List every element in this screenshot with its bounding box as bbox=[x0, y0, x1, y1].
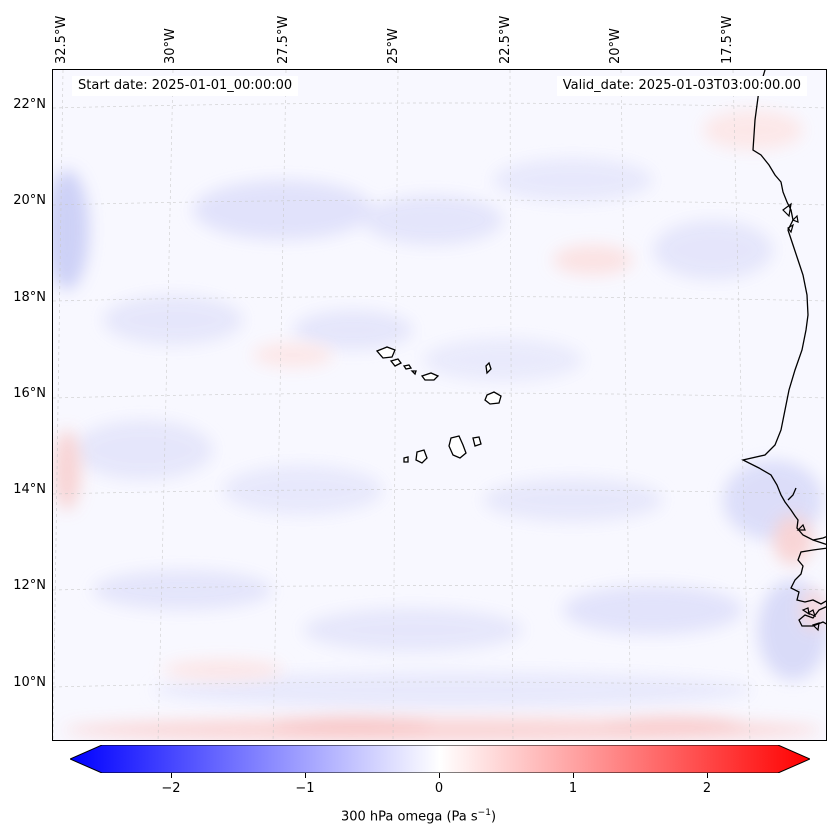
colorbar-tick-neg1: −1 bbox=[295, 781, 315, 796]
valid-date-label: Valid_date: 2025-01-03T03:00:00.00 bbox=[556, 76, 807, 96]
lon-label-25w: 25°W bbox=[386, 28, 401, 64]
map-panel[interactable] bbox=[52, 69, 827, 741]
colorbar-tickmark-2 bbox=[707, 773, 708, 778]
graticule bbox=[53, 70, 826, 740]
lon-label-22-5w: 22.5°W bbox=[498, 15, 513, 64]
colorbar-tickmark-0 bbox=[439, 773, 440, 778]
positive-omega-patches bbox=[53, 110, 825, 740]
lon-label-32-5w: 32.5°W bbox=[54, 15, 69, 64]
colorbar-tickmark-1 bbox=[573, 773, 574, 778]
coastal-islets bbox=[782, 202, 820, 632]
colorbar bbox=[68, 744, 812, 774]
colorbar-tick-2: 2 bbox=[702, 781, 712, 796]
start-date-label: Start date: 2025-01-01_00:00:00 bbox=[72, 76, 299, 96]
lat-label-12n: 12°N bbox=[13, 578, 46, 593]
omega-field-map bbox=[53, 70, 826, 740]
colorbar-tick-neg2: −2 bbox=[161, 781, 181, 796]
lat-label-10n: 10°N bbox=[13, 675, 46, 690]
lon-label-30w: 30°W bbox=[163, 28, 178, 64]
colorbar-tickmark-neg1 bbox=[305, 773, 306, 778]
colorbar-tick-1: 1 bbox=[568, 781, 578, 796]
lat-label-14n: 14°N bbox=[13, 482, 46, 497]
lon-label-27-5w: 27.5°W bbox=[276, 15, 291, 64]
lat-label-16n: 16°N bbox=[13, 386, 46, 401]
coastline bbox=[741, 70, 826, 627]
colorbar-label: 300 hPa omega (Pa s−1) bbox=[340, 808, 497, 825]
lon-label-17-5w: 17.5°W bbox=[720, 15, 735, 64]
lat-label-18n: 18°N bbox=[13, 290, 46, 305]
colorbar-tick-0: 0 bbox=[434, 781, 444, 796]
colorbar-gradient bbox=[68, 744, 812, 774]
lat-label-22n: 22°N bbox=[13, 97, 46, 112]
lon-label-20w: 20°W bbox=[608, 28, 623, 64]
colorbar-tickmark-neg2 bbox=[171, 773, 172, 778]
cape-verde-islands bbox=[375, 346, 502, 464]
lat-label-20n: 20°N bbox=[13, 193, 46, 208]
